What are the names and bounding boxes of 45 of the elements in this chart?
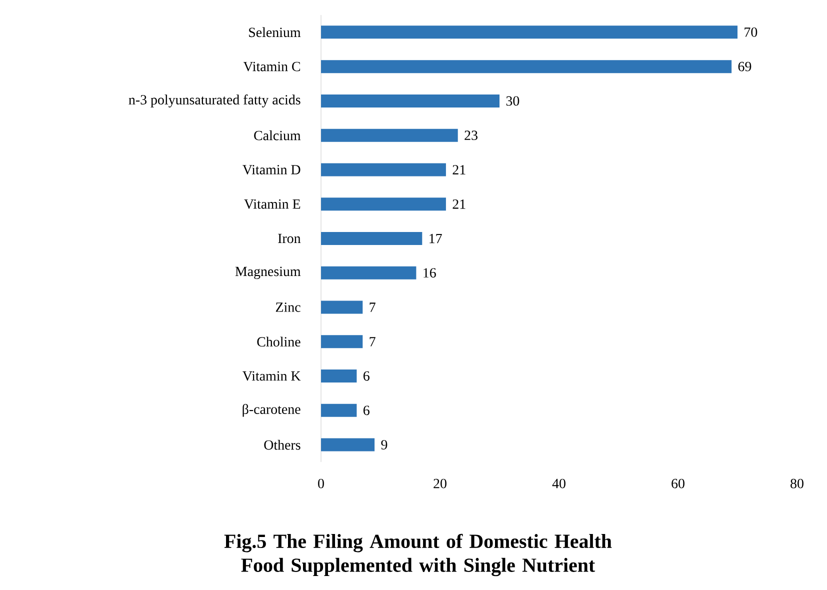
- y-tick-label: Others: [264, 440, 300, 450]
- y-tick-label: n-3 polyunsaturated fatty acids: [128, 94, 300, 108]
- bar: [321, 300, 363, 314]
- x-tick-label: 80: [790, 478, 804, 488]
- y-tick-label: Vitamin D: [242, 165, 300, 174]
- bar: [321, 26, 738, 39]
- x-tick-label: 0: [318, 478, 324, 488]
- bar: [321, 438, 375, 452]
- y-tick-label: Zinc: [276, 302, 300, 312]
- y-tick-label: Calcium: [254, 130, 301, 140]
- data-label: 16: [424, 268, 436, 278]
- data-label: 7: [370, 337, 376, 346]
- bar: [321, 198, 446, 211]
- y-tick-label: Magnesium: [235, 266, 301, 279]
- y-tick-label: Choline: [257, 336, 300, 347]
- data-label: 70: [744, 27, 758, 37]
- x-tick-label: 20: [434, 478, 446, 488]
- text: Fig.5 The Filing Amount of Domestic Health Food Supplemented with Single Nutrient: [224, 534, 612, 576]
- bar: [321, 232, 422, 245]
- bar: [321, 404, 357, 417]
- data-label: 17: [430, 234, 442, 244]
- y-tick-label: Iron: [278, 234, 301, 244]
- y-tick-label: Selenium: [249, 27, 301, 38]
- bar: [321, 335, 363, 348]
- bar: [321, 163, 446, 176]
- data-label: 21: [452, 199, 466, 209]
- x-tick-label: 60: [672, 478, 684, 488]
- data-label: 23: [464, 130, 478, 140]
- data-label: 21: [452, 165, 466, 174]
- data-label: 6: [364, 406, 370, 416]
- data-label: 9: [381, 440, 388, 450]
- bar: [321, 370, 357, 383]
- y-tick-label: Vitamin C: [243, 62, 300, 72]
- bar: [321, 94, 500, 108]
- x-tick-label: 40: [552, 478, 566, 488]
- bar: [321, 266, 416, 280]
- data-label: 30: [506, 96, 520, 106]
- data-label: 69: [738, 62, 752, 72]
- y-tick-label: β-carotene: [242, 404, 300, 417]
- y-tick-label: Vitamin K: [242, 371, 301, 381]
- bar: [321, 128, 458, 142]
- y-tick-label: Vitamin E: [244, 199, 300, 209]
- data-label: 7: [370, 302, 376, 312]
- bar: [321, 60, 732, 74]
- data-label: 6: [364, 371, 370, 381]
